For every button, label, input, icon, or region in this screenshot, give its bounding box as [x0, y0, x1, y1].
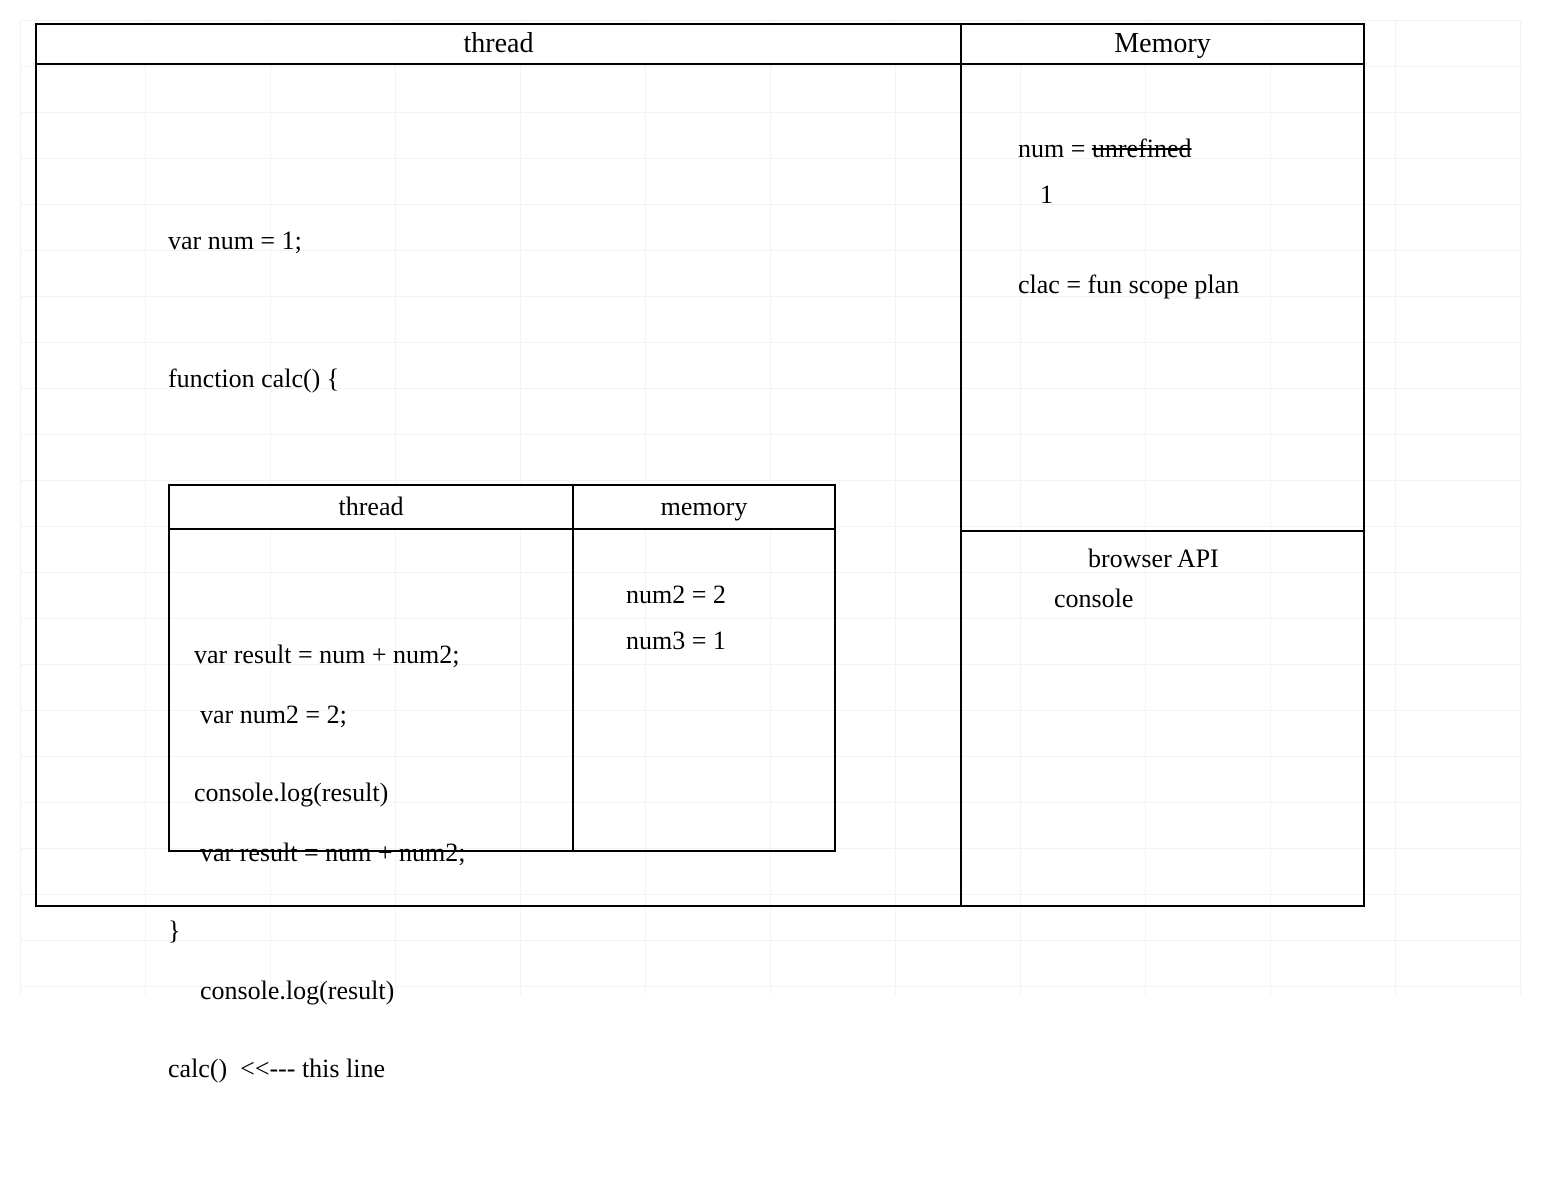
inner-vertical-divider: [572, 484, 574, 852]
inner-code-block: var num2 = 2; var result = num + num2; c…: [200, 600, 465, 1106]
inner-thread-header: thread: [168, 484, 574, 530]
inner-memory-label: memory: [661, 492, 748, 522]
code-line: var num2 = 2;: [200, 692, 465, 738]
code-line: var result = num + num2;: [200, 830, 465, 876]
memory-num-struck: unrefined: [1092, 134, 1192, 163]
inner-memory-header: memory: [572, 484, 836, 530]
code-line: console.log(result): [200, 968, 465, 1014]
console-label: console: [1054, 584, 1133, 614]
outer-thread-label: thread: [464, 28, 534, 60]
memory-num-value: 1: [1040, 180, 1053, 210]
inner-memory-line: num2 = 2: [626, 580, 726, 610]
code-line: function calc() {: [168, 356, 459, 402]
outer-thread-header: thread: [35, 23, 962, 65]
inner-memory-line: num3 = 1: [626, 626, 726, 656]
diagram-canvas: thread Memory var num = 1; function calc…: [20, 20, 1522, 995]
outer-memory-header: Memory: [960, 23, 1365, 65]
inner-thread-label: thread: [339, 492, 404, 522]
code-line: var num = 1;: [168, 218, 459, 264]
outer-memory-label: Memory: [1114, 28, 1210, 60]
memory-calc-line: clac = fun scope plan: [1018, 270, 1239, 300]
memory-num-line: num = unrefined: [1018, 134, 1192, 164]
memory-browser-divider: [960, 530, 1365, 532]
outer-vertical-divider: [960, 23, 962, 907]
memory-num-prefix: num =: [1018, 134, 1092, 163]
browser-api-label: browser API: [1088, 544, 1219, 574]
